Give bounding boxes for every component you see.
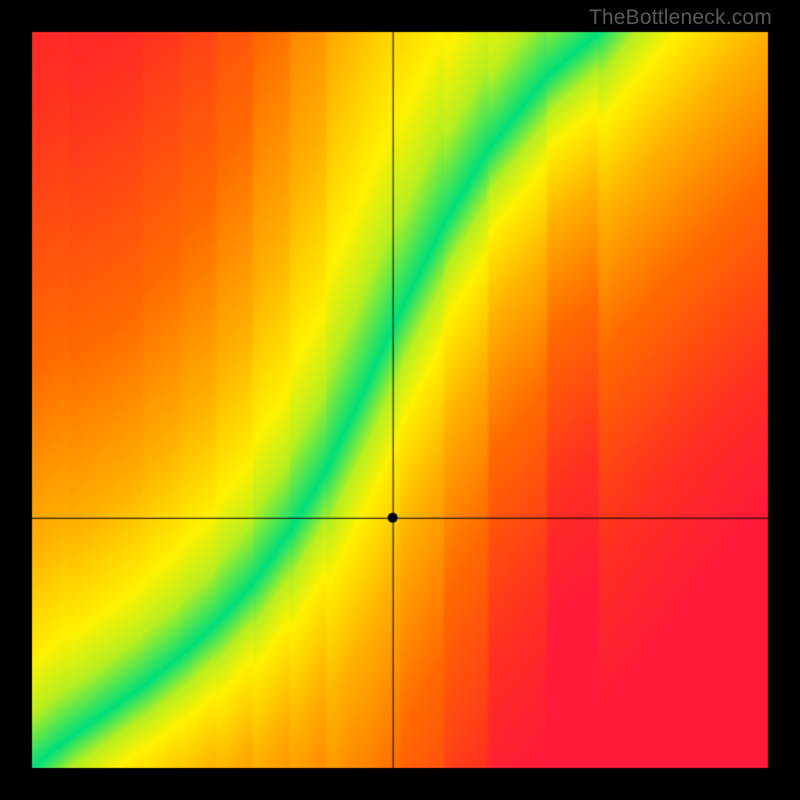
chart-container: TheBottleneck.com	[0, 0, 800, 800]
watermark-text: TheBottleneck.com	[589, 6, 772, 30]
heatmap-canvas	[0, 0, 800, 800]
